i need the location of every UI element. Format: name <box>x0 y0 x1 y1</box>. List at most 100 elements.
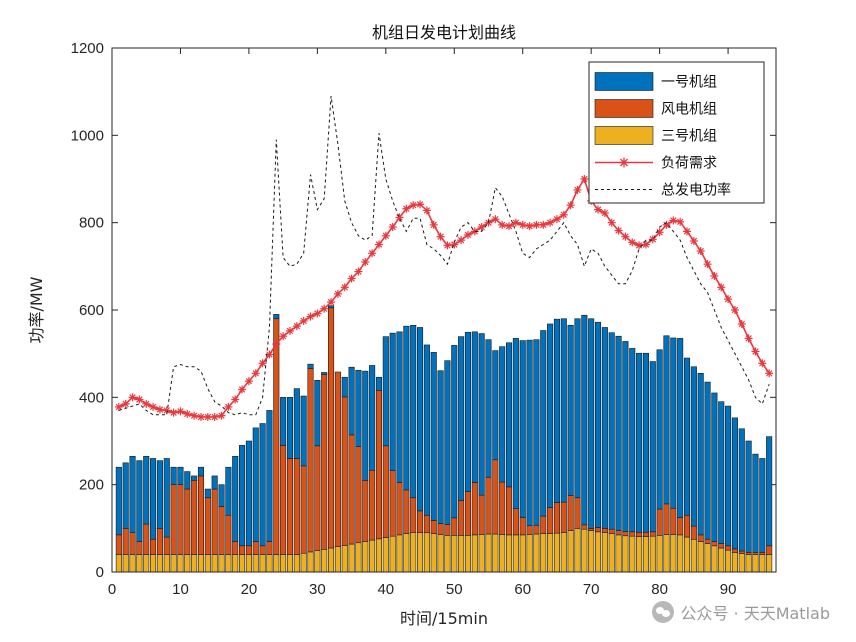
marker-负荷需求 <box>114 402 123 411</box>
bar-三号机组 <box>163 554 170 573</box>
bar-三号机组 <box>759 554 766 573</box>
bar-一号机组 <box>745 440 752 553</box>
bar-风电机组 <box>259 545 266 555</box>
bar-风电机组 <box>642 531 649 537</box>
bar-三号机组 <box>197 554 205 573</box>
marker-负荷需求 <box>641 240 650 249</box>
bar-一号机组 <box>444 360 451 525</box>
bar-三号机组 <box>225 554 232 573</box>
marker-负荷需求 <box>313 309 322 318</box>
bar-一号机组 <box>184 471 191 490</box>
bar-一号机组 <box>642 352 649 533</box>
bar-风电机组 <box>738 550 745 554</box>
marker-负荷需求 <box>368 249 377 258</box>
y-tick-label: 0 <box>96 564 104 581</box>
marker-负荷需求 <box>621 232 630 241</box>
marker-负荷需求 <box>477 223 486 232</box>
marker-负荷需求 <box>491 215 500 224</box>
bar-三号机组 <box>177 554 184 573</box>
bar-一号机组 <box>567 324 574 496</box>
bar-三号机组 <box>382 537 389 573</box>
marker-负荷需求 <box>744 334 753 343</box>
bar-风电机组 <box>184 488 191 555</box>
bar-三号机组 <box>690 538 697 573</box>
marker-负荷需求 <box>498 220 507 229</box>
marker-负荷需求 <box>689 237 698 246</box>
bar-风电机组 <box>170 484 177 555</box>
marker-负荷需求 <box>505 222 514 231</box>
bar-风电机组 <box>615 530 622 536</box>
bar-风电机组 <box>505 486 513 536</box>
x-tick-label: 40 <box>377 581 394 598</box>
bar-风电机组 <box>697 534 704 542</box>
bar-风电机组 <box>745 552 752 555</box>
marker-负荷需求 <box>751 347 760 356</box>
marker-负荷需求 <box>381 231 390 240</box>
marker-负荷需求 <box>402 204 411 213</box>
bar-风电机组 <box>382 445 389 538</box>
bar-一号机组 <box>663 335 670 505</box>
bar-风电机组 <box>478 494 485 535</box>
marker-负荷需求 <box>696 247 705 256</box>
bar-三号机组 <box>136 554 143 573</box>
y-tick-label: 1200 <box>71 40 104 57</box>
marker-负荷需求 <box>142 399 151 408</box>
x-tick-label: 30 <box>309 581 326 598</box>
marker-负荷需求 <box>484 218 493 227</box>
bar-三号机组 <box>232 554 239 573</box>
marker-负荷需求 <box>422 206 431 215</box>
bar-风电机组 <box>649 531 656 537</box>
marker-负荷需求 <box>710 271 719 280</box>
marker-负荷需求 <box>279 332 288 341</box>
chart-title: 机组日发电计划曲线 <box>372 23 516 42</box>
bar-三号机组 <box>211 554 218 573</box>
marker-负荷需求 <box>374 240 383 249</box>
bar-风电机组 <box>725 545 732 551</box>
bar-一号机组 <box>197 466 205 477</box>
bar-一号机组 <box>273 314 280 320</box>
bar-三号机组 <box>252 554 259 573</box>
bar-三号机组 <box>369 539 376 573</box>
bar-三号机组 <box>615 534 622 573</box>
bar-三号机组 <box>375 538 383 573</box>
bar-三号机组 <box>663 534 670 573</box>
bar-风电机组 <box>204 497 211 555</box>
bar-三号机组 <box>286 554 294 573</box>
y-tick-label: 600 <box>79 302 104 319</box>
bar-一号机组 <box>396 331 403 483</box>
bar-一号机组 <box>286 397 294 459</box>
bar-三号机组 <box>451 535 458 573</box>
bar-series-group <box>115 305 773 573</box>
bar-三号机组 <box>362 541 369 573</box>
bar-风电机组 <box>143 523 150 555</box>
bar-一号机组 <box>458 336 465 501</box>
bar-一号机组 <box>492 350 499 461</box>
bar-风电机组 <box>766 545 773 555</box>
bar-风电机组 <box>540 515 547 534</box>
bar-一号机组 <box>759 458 766 553</box>
marker-负荷需求 <box>443 241 452 250</box>
bar-三号机组 <box>266 554 273 573</box>
marker-负荷需求 <box>594 205 603 214</box>
marker-负荷需求 <box>765 369 774 378</box>
bar-一号机组 <box>150 458 157 540</box>
legend-swatch <box>594 99 654 118</box>
marker-负荷需求 <box>628 238 637 247</box>
bar-风电机组 <box>718 543 725 549</box>
bar-一号机组 <box>464 331 471 492</box>
bar-风电机组 <box>307 368 314 553</box>
bar-一号机组 <box>636 352 643 533</box>
bar-一号机组 <box>239 445 246 547</box>
bar-三号机组 <box>115 554 122 573</box>
bar-风电机组 <box>417 510 424 534</box>
marker-负荷需求 <box>128 393 137 402</box>
marker-负荷需求 <box>203 412 212 421</box>
x-tick-label: 20 <box>241 581 258 598</box>
bar-一号机组 <box>622 341 629 532</box>
bar-风电机组 <box>444 524 451 536</box>
bar-三号机组 <box>492 533 499 573</box>
marker-负荷需求 <box>155 405 164 414</box>
bar-三号机组 <box>184 554 191 573</box>
bar-一号机组 <box>670 337 677 509</box>
